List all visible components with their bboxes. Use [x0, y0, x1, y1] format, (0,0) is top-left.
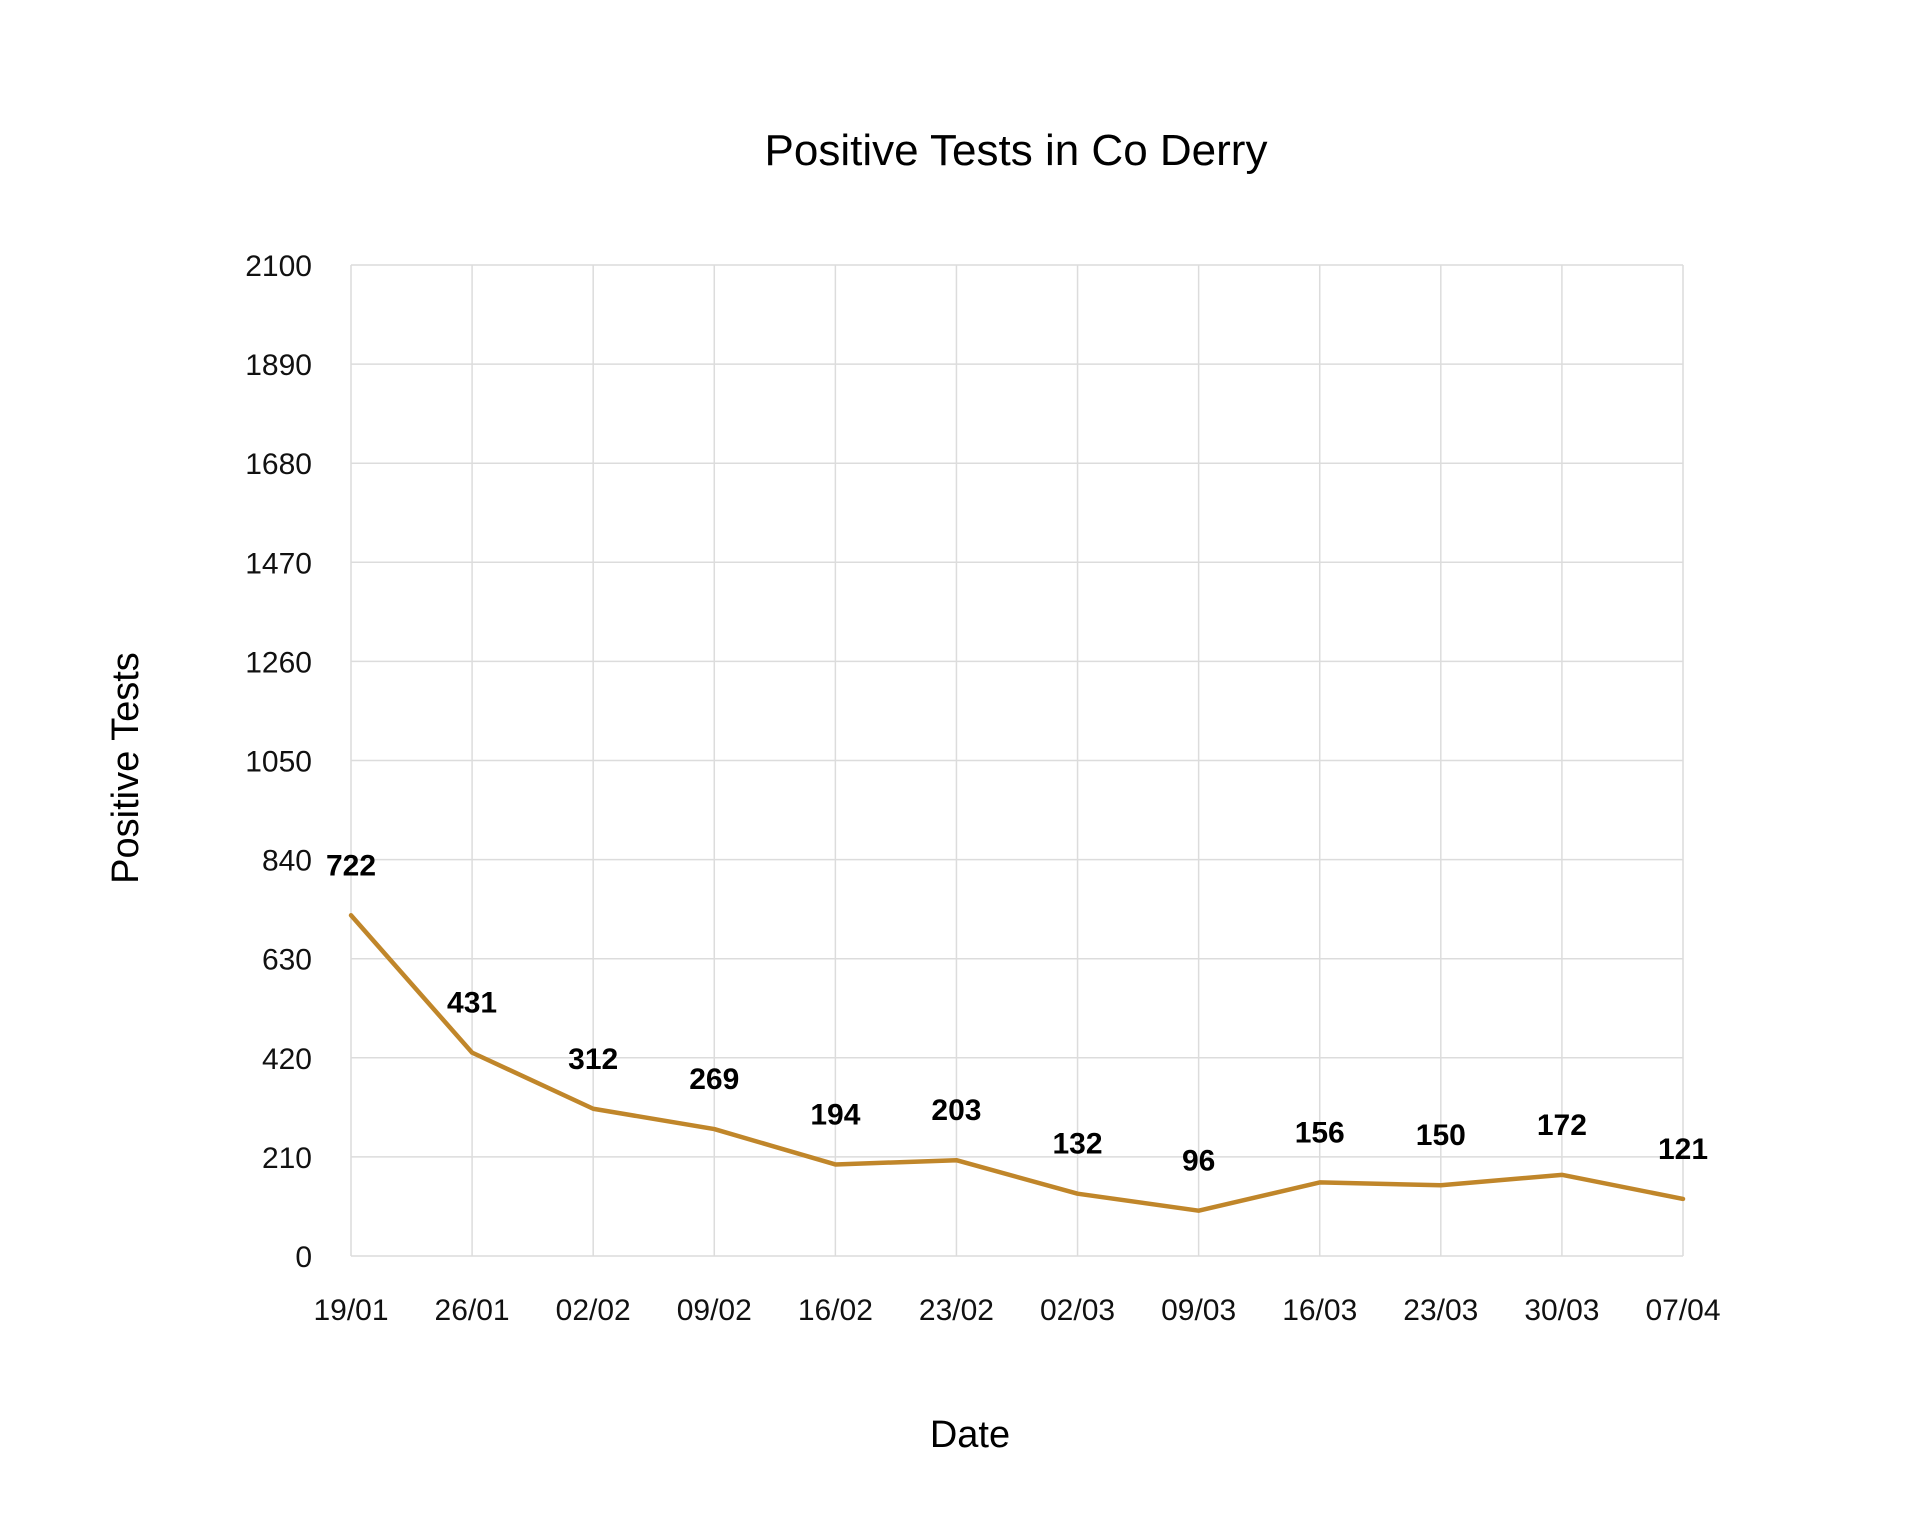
data-label: 172: [1537, 1109, 1587, 1142]
data-label: 203: [931, 1094, 981, 1127]
y-tick-label: 2100: [245, 250, 312, 283]
x-tick-label: 02/03: [1040, 1294, 1115, 1327]
data-label: 194: [810, 1098, 860, 1131]
x-tick-label: 16/03: [1282, 1294, 1357, 1327]
data-label: 312: [568, 1043, 618, 1076]
data-label: 722: [326, 849, 376, 882]
x-tick-label: 07/04: [1645, 1294, 1720, 1327]
data-labels: 722 431 312 269 194 203 132 96 156 150 172 121: [326, 849, 1708, 1177]
x-tick-label: 23/02: [919, 1294, 994, 1327]
y-axis-ticks: 0 210 420 630 840 1050 1260 1470 1680 1890 2100: [245, 250, 312, 1274]
x-tick-label: 16/02: [798, 1294, 873, 1327]
x-tick-label: 02/02: [556, 1294, 631, 1327]
y-tick-label: 1680: [245, 448, 312, 481]
data-label: 121: [1658, 1133, 1708, 1166]
x-tick-label: 26/01: [435, 1294, 510, 1327]
y-tick-label: 0: [295, 1241, 312, 1274]
data-label: 96: [1182, 1145, 1215, 1178]
series-line: [348, 913, 1686, 1213]
x-tick-label: 30/03: [1524, 1294, 1599, 1327]
x-axis-title: Date: [930, 1414, 1010, 1456]
x-tick-label: 19/01: [313, 1294, 388, 1327]
chart-title: Positive Tests in Co Derry: [765, 126, 1268, 175]
data-label: 150: [1416, 1119, 1466, 1152]
series: [348, 913, 1686, 1213]
data-label: 431: [447, 987, 497, 1020]
y-axis-title: Positive Tests: [105, 652, 147, 884]
y-tick-label: 1050: [245, 746, 312, 779]
y-tick-label: 1260: [245, 646, 312, 679]
y-tick-label: 1890: [245, 349, 312, 382]
data-label: 132: [1053, 1128, 1103, 1161]
x-axis-ticks: 19/01 26/01 02/02 09/02 16/02 23/02 02/03 09/03…: [313, 1294, 1720, 1327]
y-tick-label: 840: [262, 845, 312, 878]
data-label: 156: [1295, 1116, 1345, 1149]
y-tick-label: 630: [262, 944, 312, 977]
x-tick-label: 09/02: [677, 1294, 752, 1327]
grid: [350, 264, 1684, 1257]
x-tick-label: 09/03: [1161, 1294, 1236, 1327]
y-tick-label: 420: [262, 1043, 312, 1076]
data-label: 269: [689, 1063, 739, 1096]
y-tick-label: 210: [262, 1142, 312, 1175]
y-tick-label: 1470: [245, 547, 312, 580]
x-tick-label: 23/03: [1403, 1294, 1478, 1327]
